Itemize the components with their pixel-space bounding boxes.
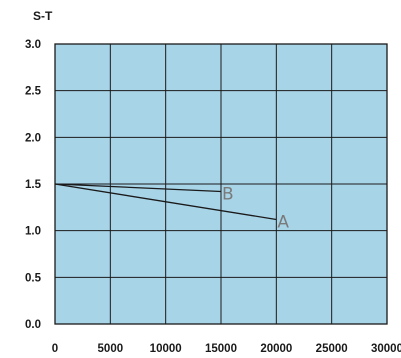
x-tick-label: 10000 — [150, 343, 182, 355]
x-tick-label: 20000 — [260, 343, 292, 355]
x-tick-label: 5000 — [98, 343, 124, 355]
series-line-b — [54, 183, 222, 193]
y-tick-label: 2.5 — [25, 86, 42, 98]
x-tick-label: 30000 — [371, 343, 401, 355]
y-tick-label: 0.0 — [25, 319, 41, 331]
x-axis-ticks: 0 5000 10000 15000 20000 25000 30000 — [52, 343, 401, 355]
y-tick-label: 1.5 — [25, 179, 42, 191]
y-axis-ticks: 0.0 0.5 1.0 1.5 2.0 2.5 3.0 — [25, 39, 42, 331]
series-line-a — [54, 183, 277, 221]
series-label-a: A — [277, 212, 289, 232]
y-tick-label: 3.0 — [25, 39, 41, 51]
y-tick-label: 0.5 — [25, 272, 42, 284]
y-tick-label: 2.0 — [25, 132, 41, 144]
series-label-b: B — [222, 184, 234, 204]
grid — [55, 44, 387, 324]
chart-title: S-T — [33, 9, 53, 23]
x-tick-label: 0 — [52, 343, 58, 355]
y-tick-label: 1.0 — [25, 226, 41, 238]
x-tick-label: 25000 — [316, 343, 348, 355]
series-group: AB — [54, 183, 289, 232]
x-tick-label: 15000 — [205, 343, 237, 355]
